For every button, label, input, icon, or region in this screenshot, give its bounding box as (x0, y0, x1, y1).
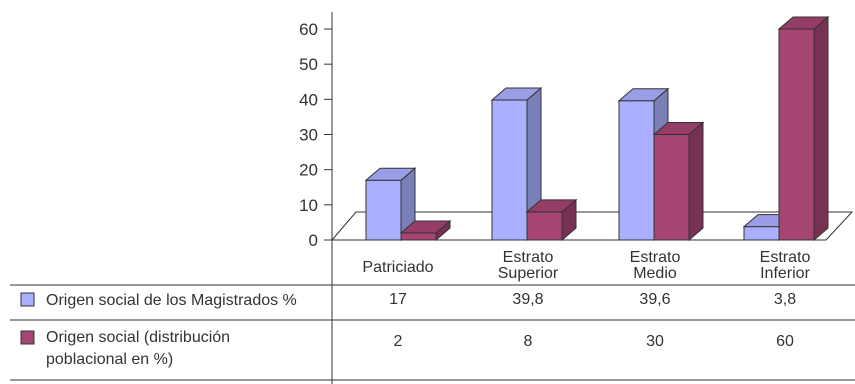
category-label: Estrato Superior (498, 249, 559, 282)
data-table-cell: 39,6 (639, 291, 670, 308)
data-table-cell: 17 (389, 291, 407, 308)
bar-poblacion-side (688, 121, 704, 242)
bar-poblacion-front (400, 232, 437, 241)
bar-magistrados-front (491, 99, 528, 241)
category-label: Estrato Inferior (760, 249, 811, 282)
data-table-cell: 2 (394, 333, 403, 350)
data-table-cell: 39,8 (512, 291, 543, 308)
bar-poblacion-front (653, 134, 690, 241)
y-tick-label: 10 (299, 196, 318, 215)
bar-magistrados-top (364, 167, 417, 181)
bar-magistrados-front (365, 179, 402, 241)
bar-magistrados-top (490, 87, 543, 101)
category-label: Estrato Medio (630, 249, 681, 282)
bar-poblacion-front (778, 28, 815, 241)
bar-poblacion-side (813, 15, 829, 242)
legend-swatch (20, 292, 35, 307)
legend-label: Origen social (distribución poblacional e… (46, 329, 230, 368)
legend-swatch (20, 330, 35, 345)
y-tick-label: 0 (309, 231, 318, 250)
bar-poblacion-top (777, 16, 830, 30)
data-table-cell: 3,8 (774, 291, 796, 308)
bar-magistrados-front (618, 100, 655, 241)
bar-magistrados-front (743, 226, 780, 241)
data-table-cell: 60 (776, 333, 794, 350)
data-table-cell: 8 (524, 333, 533, 350)
bar-poblacion-top (525, 199, 578, 213)
y-tick-label: 20 (299, 161, 318, 180)
y-tick-label: 60 (299, 20, 318, 39)
bar-poblacion-top (399, 220, 452, 234)
y-tick-label: 30 (299, 126, 318, 145)
y-tick-label: 50 (299, 55, 318, 74)
data-table-cell: 30 (646, 333, 664, 350)
legend-label: Origen social de los Magistrados % (46, 292, 297, 309)
category-label: Patriciado (362, 259, 433, 276)
bar-poblacion-front (526, 211, 563, 241)
bar-poblacion-top (652, 122, 705, 135)
y-tick-label: 40 (299, 90, 318, 109)
bar-magistrados-top (617, 88, 670, 102)
